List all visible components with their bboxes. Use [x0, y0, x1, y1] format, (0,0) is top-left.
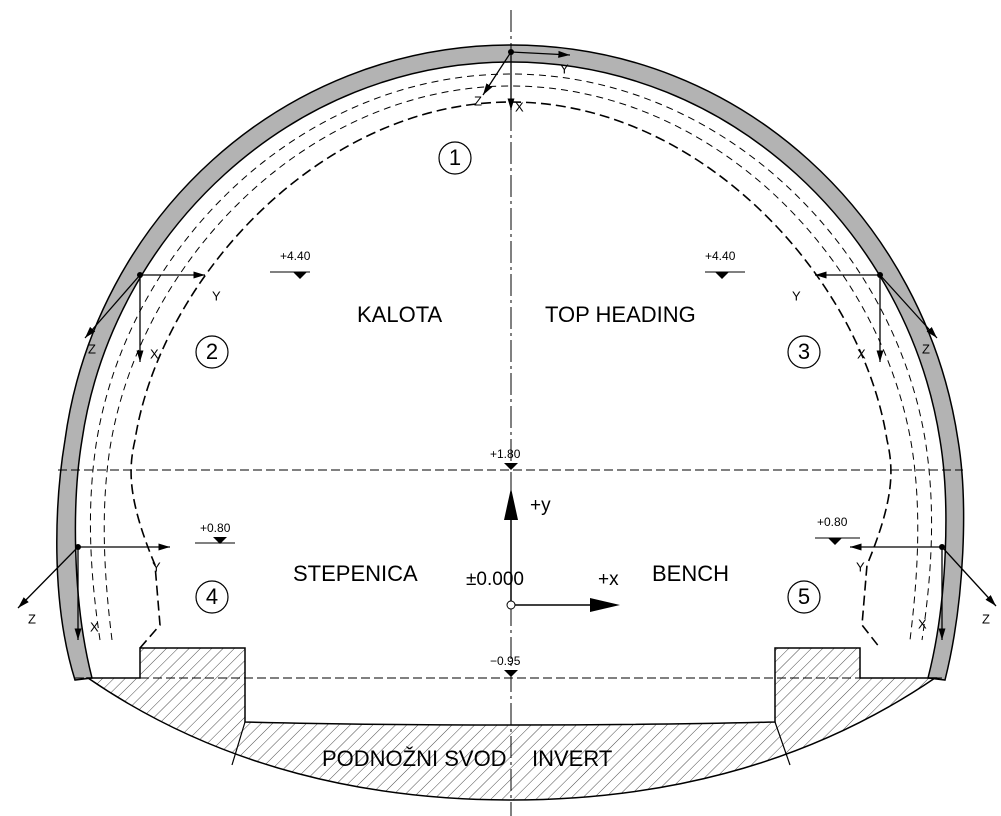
stage-number: 4 — [206, 584, 218, 609]
elevation-label: +4.40 — [280, 249, 311, 263]
axis-y-label: Y — [152, 559, 161, 574]
tunnel-section: +4.40 +4.40 +1.80 +0.80 +0.80 −0.95 Y X … — [0, 0, 1001, 816]
elevation-label: +1.80 — [490, 447, 521, 461]
origin-label: ±0.000 — [466, 569, 524, 590]
stage-number: 2 — [206, 339, 218, 364]
section-label: BENCH — [652, 561, 729, 586]
elevation-markers — [195, 272, 860, 677]
axis-y-label: Y — [560, 61, 569, 76]
axis-z-label: Z — [474, 93, 482, 108]
stage-circles — [196, 142, 820, 613]
elevation-label: +0.80 — [200, 521, 231, 535]
axis-x-label: X — [515, 99, 524, 114]
elevation-label: +4.40 — [705, 249, 736, 263]
axis-z-label: Z — [88, 341, 96, 356]
elevation-label: +0.80 — [817, 515, 848, 529]
axis-y-label: Y — [212, 288, 221, 303]
origin-x-label: +x — [598, 569, 619, 590]
stage-number: 3 — [798, 339, 810, 364]
elevation-label: −0.95 — [490, 654, 521, 668]
axis-x-label: X — [857, 346, 866, 361]
origin-axes — [504, 488, 620, 612]
axis-z-label: Z — [982, 611, 990, 626]
section-label: STEPENICA — [293, 561, 418, 586]
axis-z-label: Z — [922, 341, 930, 356]
origin-y-label: +y — [530, 495, 551, 516]
axis-x-label: X — [90, 619, 99, 634]
axis-x-label: X — [150, 346, 159, 361]
section-label: PODNOŽNI SVOD — [322, 746, 507, 771]
section-label: INVERT — [532, 746, 612, 771]
section-label: TOP HEADING — [545, 302, 696, 327]
axis-z-label: Z — [28, 611, 36, 626]
section-label: KALOTA — [357, 302, 443, 327]
axis-y-label: Y — [792, 288, 801, 303]
axis-y-label: Y — [856, 559, 865, 574]
stage-number: 5 — [798, 584, 810, 609]
stage-number: 1 — [449, 145, 461, 170]
axis-x-label: X — [918, 616, 927, 631]
